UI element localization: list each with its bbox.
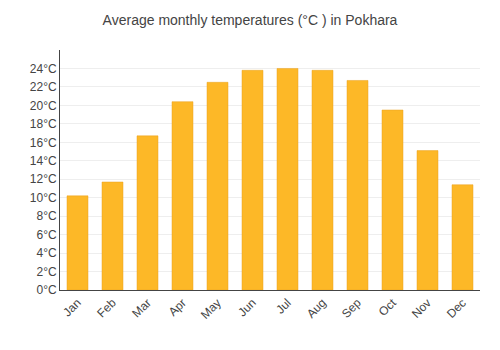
svg-text:Average monthly temperatures (: Average monthly temperatures (°C ) in Po… bbox=[103, 12, 398, 28]
svg-text:Jun: Jun bbox=[235, 296, 259, 320]
svg-text:Jul: Jul bbox=[273, 296, 294, 317]
svg-text:12°C: 12°C bbox=[30, 172, 57, 186]
svg-text:2°C: 2°C bbox=[36, 265, 56, 279]
svg-text:Nov: Nov bbox=[409, 296, 434, 321]
svg-text:May: May bbox=[198, 296, 224, 322]
svg-text:6°C: 6°C bbox=[36, 228, 56, 242]
svg-text:Sep: Sep bbox=[339, 296, 364, 321]
svg-text:20°C: 20°C bbox=[30, 99, 57, 113]
svg-text:8°C: 8°C bbox=[36, 209, 56, 223]
svg-text:Feb: Feb bbox=[94, 296, 119, 321]
svg-text:Apr: Apr bbox=[166, 296, 189, 319]
svg-text:Jan: Jan bbox=[60, 296, 84, 320]
svg-text:14°C: 14°C bbox=[30, 154, 57, 168]
svg-text:4°C: 4°C bbox=[36, 246, 56, 260]
svg-text:Aug: Aug bbox=[304, 296, 329, 321]
svg-text:Mar: Mar bbox=[129, 296, 154, 321]
svg-text:16°C: 16°C bbox=[30, 136, 57, 150]
svg-text:10°C: 10°C bbox=[30, 191, 57, 205]
svg-text:0°C: 0°C bbox=[36, 283, 56, 297]
svg-text:24°C: 24°C bbox=[30, 62, 57, 76]
svg-text:18°C: 18°C bbox=[30, 117, 57, 131]
svg-text:22°C: 22°C bbox=[30, 80, 57, 94]
svg-text:Dec: Dec bbox=[444, 296, 469, 321]
svg-text:Oct: Oct bbox=[376, 295, 400, 319]
